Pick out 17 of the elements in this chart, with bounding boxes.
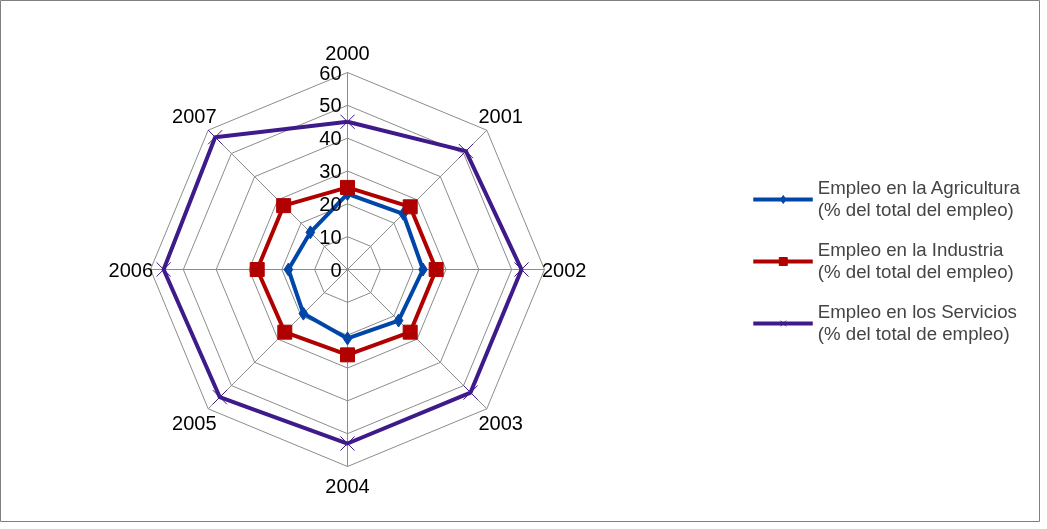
spoke-label: 2001	[478, 105, 523, 128]
y-tick-label: 10	[319, 225, 342, 248]
spoke-label: 2006	[108, 258, 154, 281]
spoke-label: 2005	[172, 411, 217, 434]
y-tick-label: 40	[319, 127, 342, 150]
spoke-label: 2007	[172, 105, 217, 128]
legend-label: Empleo en la Industria (% del total del empleo)	[817, 239, 1014, 283]
spoke-label: 2003	[478, 411, 523, 434]
spoke-label: 2000	[325, 41, 370, 64]
spoke-label: 2004	[325, 475, 370, 498]
y-tick-label: 60	[319, 61, 342, 84]
spoke-label: 2002	[541, 258, 587, 281]
y-tick-label: 0	[330, 258, 342, 281]
legend-label: Empleo en la Agricultura (% del total del empleo)	[817, 177, 1020, 221]
y-tick-label: 30	[319, 160, 342, 182]
y-tick-label: 50	[319, 94, 342, 117]
legend-label: Empleo en los Servicios (% del total de empleo)	[817, 301, 1017, 345]
